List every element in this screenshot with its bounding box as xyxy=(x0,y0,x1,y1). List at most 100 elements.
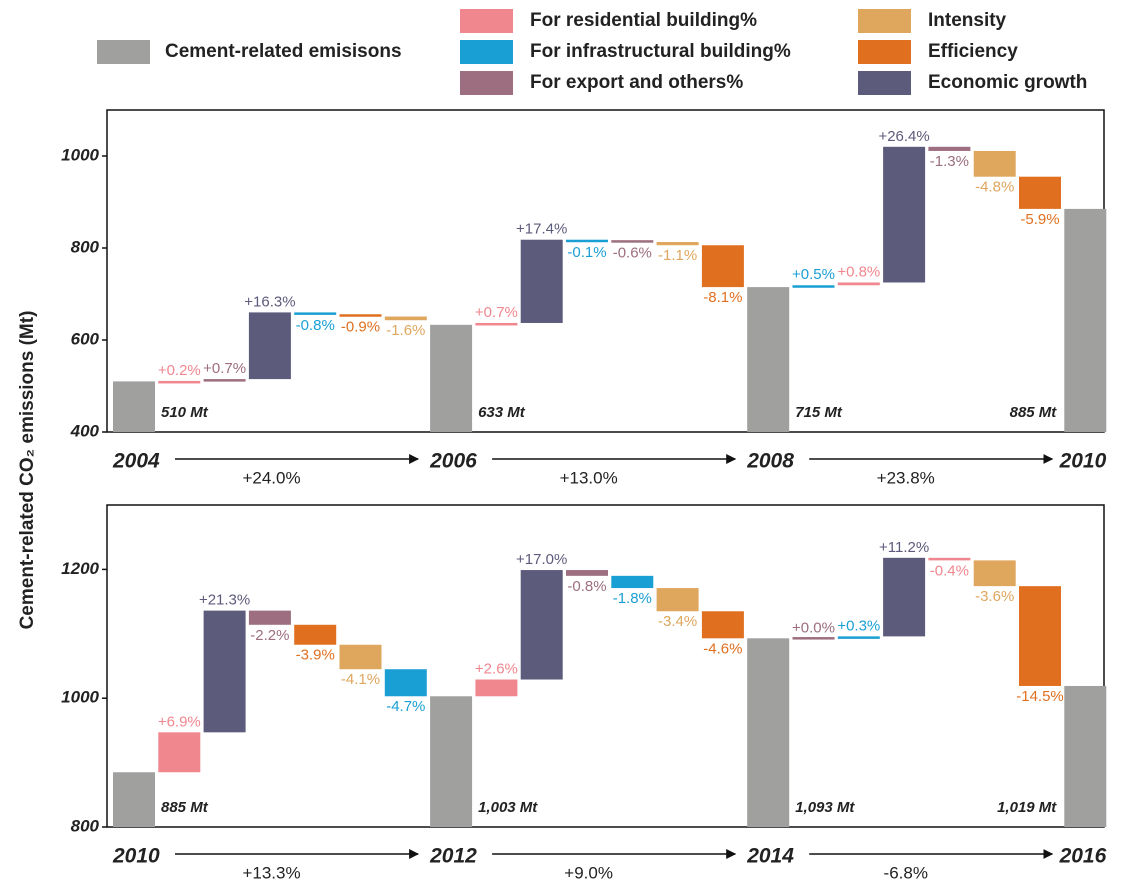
step-bar xyxy=(837,282,880,286)
step-bar xyxy=(1019,586,1061,686)
total-label: 1,003 Mt xyxy=(478,799,538,816)
step-label: -1.6% xyxy=(386,322,425,339)
step-label: -3.6% xyxy=(975,588,1014,605)
step-label: +21.3% xyxy=(199,592,250,609)
step-label: -8.1% xyxy=(703,289,742,306)
legend-swatch xyxy=(460,40,513,64)
legend-label: Economic growth xyxy=(928,72,1087,93)
y-tick-label: 400 xyxy=(70,421,100,440)
step-label: -4.7% xyxy=(386,698,425,715)
step-label: -5.9% xyxy=(1020,211,1059,228)
step-label: -0.8% xyxy=(296,317,335,334)
step-bar xyxy=(973,150,1016,177)
total-label: 633 Mt xyxy=(478,404,526,421)
step-bar xyxy=(656,242,699,246)
plot-frame xyxy=(106,504,1105,828)
step-bar xyxy=(158,732,201,773)
legend-swatch xyxy=(858,9,911,33)
step-bar xyxy=(611,240,654,243)
y-tick-label: 800 xyxy=(71,816,100,835)
total-bar xyxy=(430,324,473,432)
legend-swatch xyxy=(858,71,911,95)
step-bar xyxy=(475,679,518,697)
step-label: +0.7% xyxy=(203,360,246,377)
step-bar xyxy=(837,636,880,639)
step-bar xyxy=(973,560,1016,587)
legend-label: For infrastructural building% xyxy=(530,41,791,62)
period-label: 2012 xyxy=(429,845,477,868)
step-label: +0.3% xyxy=(837,617,880,634)
step-label: -3.9% xyxy=(296,647,335,664)
period-label: 2010 xyxy=(1059,450,1107,473)
step-bar xyxy=(1019,176,1061,209)
step-bar xyxy=(384,669,427,697)
period-label: 2006 xyxy=(429,450,477,473)
total-label: 885 Mt xyxy=(161,799,209,816)
period-label: 2008 xyxy=(746,450,794,473)
step-bar xyxy=(928,146,971,151)
period-label: 2010 xyxy=(112,845,160,868)
step-label: +16.3% xyxy=(244,293,295,310)
y-axis-label: Cement-related CO₂ emissions (Mt) xyxy=(17,311,38,630)
step-bar xyxy=(294,624,337,645)
period-change: +13.3% xyxy=(242,863,300,882)
total-bar xyxy=(1064,685,1107,827)
step-bar xyxy=(701,245,744,288)
step-bar xyxy=(475,322,518,326)
step-bar xyxy=(294,312,337,315)
step-bar xyxy=(203,379,246,382)
step-label: +0.2% xyxy=(158,362,201,379)
total-bar xyxy=(747,638,790,827)
step-label: -1.1% xyxy=(658,247,697,264)
step-label: +17.0% xyxy=(516,551,567,568)
y-tick-label: 1000 xyxy=(61,145,99,164)
legend-label: For export and others% xyxy=(530,72,743,93)
step-label: -0.6% xyxy=(613,245,652,262)
total-bar xyxy=(747,287,790,432)
step-bar xyxy=(339,314,382,317)
step-bar xyxy=(701,611,744,639)
step-label: +6.9% xyxy=(158,713,201,730)
step-label: +0.5% xyxy=(792,266,835,283)
step-bar xyxy=(566,239,608,243)
step-bar xyxy=(928,557,971,561)
step-label: +26.4% xyxy=(878,128,929,145)
step-label: -3.4% xyxy=(658,613,697,630)
step-label: +17.4% xyxy=(516,221,567,238)
step-bar xyxy=(248,312,291,380)
period-label: 2016 xyxy=(1059,845,1107,868)
total-bar xyxy=(430,696,473,827)
step-bar xyxy=(520,570,563,680)
period-change: +9.0% xyxy=(564,863,613,882)
step-label: -0.9% xyxy=(341,319,380,336)
period-change: +24.0% xyxy=(242,468,300,487)
period-change: +13.0% xyxy=(560,468,618,487)
total-label: 885 Mt xyxy=(1010,404,1058,421)
step-label: -4.1% xyxy=(341,671,380,688)
legend-swatch xyxy=(460,71,513,95)
legend-label: For residential building% xyxy=(530,10,757,31)
step-bar xyxy=(611,575,654,589)
step-label: -14.5% xyxy=(1016,688,1064,705)
step-label: +0.0% xyxy=(792,619,835,636)
step-bar xyxy=(656,588,699,612)
step-bar xyxy=(158,380,201,384)
y-tick-label: 600 xyxy=(71,329,100,348)
total-label: 1,019 Mt xyxy=(997,799,1057,816)
step-bar xyxy=(883,146,926,283)
period-change: -6.8% xyxy=(884,863,928,882)
legend-swatch xyxy=(97,40,150,64)
y-tick-label: 1200 xyxy=(61,559,99,578)
total-label: 510 Mt xyxy=(161,404,209,421)
step-label: -0.1% xyxy=(567,244,606,261)
step-bar xyxy=(339,644,382,670)
step-label: +11.2% xyxy=(879,539,929,556)
legend-swatch xyxy=(858,40,911,64)
step-label: -1.3% xyxy=(930,153,969,170)
period-label: 2004 xyxy=(112,450,160,473)
step-label: +0.8% xyxy=(837,263,880,280)
step-label: -0.8% xyxy=(567,578,606,595)
step-label: -4.6% xyxy=(703,640,742,657)
total-bar xyxy=(1064,208,1107,432)
